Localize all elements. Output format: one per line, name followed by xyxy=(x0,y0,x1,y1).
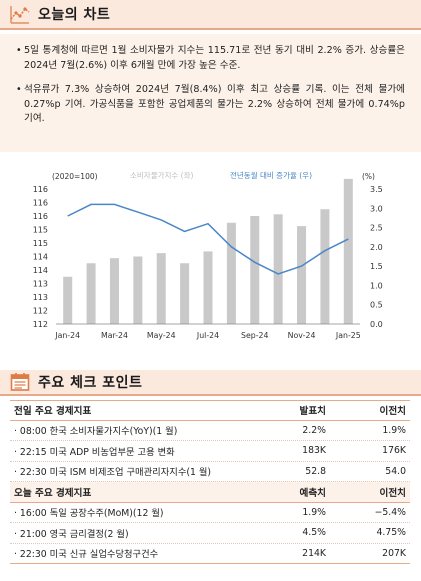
x-tick-label: Jan-24 xyxy=(54,331,80,340)
y-left-tick-label: 112 xyxy=(33,320,48,329)
indicator-name: · 22:30 미국 신규 실업수당청구건수 xyxy=(14,549,159,561)
cpi-bar xyxy=(63,276,73,324)
y-right-tick-label: 2.0 xyxy=(370,243,383,252)
y-right-tick-label: 2.5 xyxy=(370,224,383,233)
section-header-todays-chart: 오늘의 차트 xyxy=(0,0,421,30)
previous-value: 4.75% xyxy=(376,527,406,539)
y-left-tick-label: 115 xyxy=(33,239,48,248)
economic-indicators-table: 전일 주요 경제지표 발표치 이전치 · 08:00 한국 소비자물가지수(Yo… xyxy=(10,400,410,564)
cpi-bar xyxy=(86,263,96,324)
cpi-bar xyxy=(226,222,236,324)
actual-value: 183K xyxy=(302,445,326,457)
header-cell: 오늘 주요 경제지표 xyxy=(14,487,92,499)
y-left-tick-label: 114 xyxy=(33,266,48,275)
actual-value: 52.8 xyxy=(305,465,326,477)
actual-value: 2.2% xyxy=(302,424,326,436)
x-tick-label: Jul-24 xyxy=(196,331,219,340)
forecast-value: 214K xyxy=(302,547,326,559)
cpi-bar xyxy=(156,253,166,324)
header-cell: 이전치 xyxy=(379,406,406,418)
table-row: · 16:00 독일 공장수주(MoM)(12 월) 1.9% −5.4% xyxy=(10,503,410,523)
y-left-tick-label: 112 xyxy=(33,307,48,316)
line-chart-icon xyxy=(10,6,30,24)
y-right-tick-label: 3.5 xyxy=(370,185,383,194)
cpi-bar xyxy=(109,258,119,324)
y-left-tick-label: 114 xyxy=(33,253,48,262)
table-header-previous-day: 전일 주요 경제지표 발표치 이전치 xyxy=(10,400,410,421)
y-left-tick-label: 115 xyxy=(33,226,48,235)
section-header-checkpoints: 주요 체크 포인트 xyxy=(0,370,421,396)
legend-line-series: 전년동월 대비 증가율 (우) xyxy=(230,170,312,180)
table-row: · 22:30 미국 ISM 비제조업 구매관리자지수(1 월) 52.8 54… xyxy=(10,462,410,482)
left-axis-unit: (2020=100) xyxy=(52,172,98,181)
cpi-bar xyxy=(297,226,307,324)
table-row: · 22:15 미국 ADP 비농업부문 고용 변화 183K 176K xyxy=(10,441,410,462)
header-cell: 발표치 xyxy=(299,406,326,418)
x-tick-label: Nov-24 xyxy=(288,331,316,340)
table-row: · 22:30 미국 신규 실업수당청구건수 214K 207K xyxy=(10,544,410,564)
x-tick-label: Sep-24 xyxy=(241,331,268,340)
indicator-name: · 22:15 미국 ADP 비농업부문 고용 변화 xyxy=(14,446,175,458)
x-tick-label: Mar-24 xyxy=(101,331,128,340)
calendar-icon xyxy=(10,373,30,391)
forecast-value: 4.5% xyxy=(302,527,326,539)
y-right-tick-label: 1.0 xyxy=(370,281,383,290)
cpi-chart-svg: (2020=100) (%) 소비자물가지수 (좌) 전년동월 대비 증가율 (우) 1… xyxy=(33,170,383,340)
summary-bullet: 5일 통계청에 따르면 1월 소비자물가 지수는 115.71로 전년 동기 대… xyxy=(16,44,405,73)
indicator-name: · 22:30 미국 ISM 비제조업 구매관리자지수(1 월) xyxy=(14,467,212,479)
cpi-bar xyxy=(320,209,330,324)
header-cell: 전일 주요 경제지표 xyxy=(14,406,92,418)
y-left-tick-label: 116 xyxy=(33,212,48,221)
x-tick-label: May-24 xyxy=(147,331,176,340)
right-axis-unit: (%) xyxy=(362,172,375,181)
indicator-name: · 08:00 한국 소비자물가지수(YoY)(1 월) xyxy=(14,426,178,438)
indicator-name: · 21:00 영국 금리결정(2 월) xyxy=(14,528,129,540)
y-left-tick-label: 116 xyxy=(33,199,48,208)
y-right-tick-label: 3.0 xyxy=(370,204,383,213)
y-left-tick-label: 113 xyxy=(33,293,48,302)
cpi-bar xyxy=(343,178,353,324)
previous-value: 1.9% xyxy=(382,424,406,436)
cpi-bar xyxy=(180,263,190,324)
previous-value: 176K xyxy=(382,445,406,457)
summary-box: 5일 통계청에 따르면 1월 소비자물가 지수는 115.71로 전년 동기 대… xyxy=(0,34,421,152)
summary-bullet: 석유류가 7.3% 상승하여 2024년 7월(8.4%) 이후 최고 상승률 … xyxy=(16,83,405,127)
y-right-tick-label: 0.0 xyxy=(370,320,383,329)
legend-bar-series: 소비자물가지수 (좌) xyxy=(130,171,194,180)
table-row: · 21:00 영국 금리결정(2 월) 4.5% 4.75% xyxy=(10,523,410,544)
indicator-name: · 16:00 독일 공장수주(MoM)(12 월) xyxy=(14,508,164,520)
cpi-chart: (2020=100) (%) 소비자물가지수 (좌) 전년동월 대비 증가율 (우) 1… xyxy=(0,162,421,352)
header-cell: 예측치 xyxy=(299,487,326,499)
y-left-tick-label: 116 xyxy=(33,185,48,194)
cpi-bar xyxy=(203,251,213,324)
y-left-tick-label: 113 xyxy=(33,280,48,289)
previous-value: 54.0 xyxy=(385,465,406,477)
previous-value: 207K xyxy=(382,547,406,559)
x-tick-label: Jan-25 xyxy=(335,331,361,340)
cpi-bar xyxy=(250,216,260,324)
cpi-bar xyxy=(273,214,283,324)
section-title: 오늘의 차트 xyxy=(38,7,111,23)
y-right-tick-label: 1.5 xyxy=(370,262,383,271)
previous-value: −5.4% xyxy=(374,506,406,518)
table-row: · 08:00 한국 소비자물가지수(YoY)(1 월) 2.2% 1.9% xyxy=(10,421,410,441)
yoy-growth-line xyxy=(67,203,349,275)
cpi-bar xyxy=(133,256,143,324)
header-cell: 이전치 xyxy=(379,487,406,499)
forecast-value: 1.9% xyxy=(302,506,326,518)
y-right-tick-label: 0.5 xyxy=(370,301,383,310)
table-header-today: 오늘 주요 경제지표 예측치 이전치 xyxy=(10,482,410,503)
section-title: 주요 체크 포인트 xyxy=(38,375,143,391)
